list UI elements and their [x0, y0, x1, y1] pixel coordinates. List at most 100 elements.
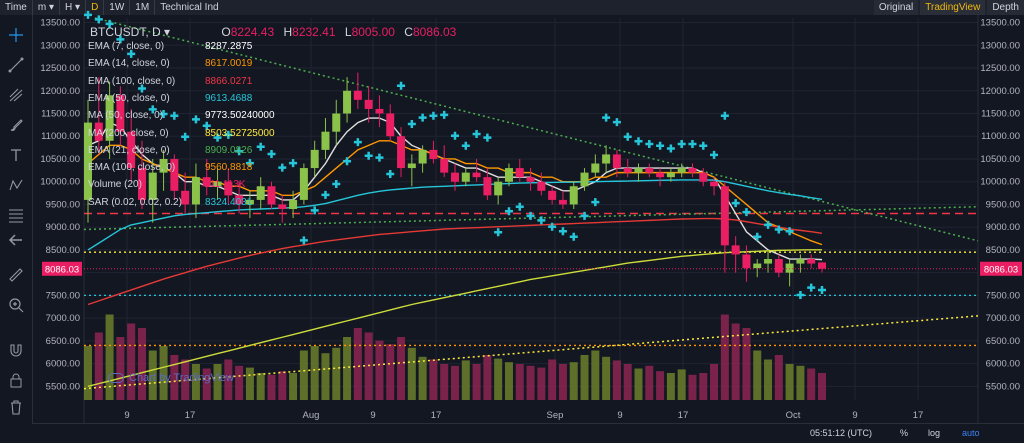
- indicator-legend-row[interactable]: EMA (7, close, 0) 8287.2875: [88, 41, 252, 53]
- sar-point: [310, 206, 319, 215]
- text-icon[interactable]: [6, 145, 26, 165]
- high-label: H: [283, 25, 293, 39]
- time-tick-label: 9: [124, 410, 129, 421]
- candle-body: [299, 168, 308, 200]
- chart-header: BTCUSDT, D ▾ O8224.43 H8232.41 L8005.00 …: [90, 25, 456, 39]
- sar-point: [494, 228, 503, 237]
- candle-body: [289, 199, 298, 209]
- view-original[interactable]: Original: [873, 0, 919, 15]
- sar-point: [375, 153, 384, 162]
- price-tick-label: 8000.00: [986, 268, 1020, 279]
- volume-bar: [235, 365, 244, 400]
- price-tick-label: 5500.00: [46, 381, 80, 392]
- indicator-legend-row[interactable]: EMA (100, close, 0) 9560.8818: [88, 162, 252, 174]
- indicator-name: MA (200, close, 0): [88, 127, 169, 139]
- sar-point: [504, 207, 513, 216]
- toolbar-1d[interactable]: D: [85, 0, 103, 15]
- sar-point: [472, 129, 481, 138]
- sar-point: [94, 15, 103, 24]
- trend-line-icon[interactable]: [6, 55, 26, 75]
- sar-point: [289, 159, 298, 168]
- price-tick-label: 10000.00: [40, 177, 80, 188]
- indicator-legend-row[interactable]: MA (50, close, 0) 9773.50240000: [88, 110, 275, 122]
- indicator-legend-row[interactable]: MA (200, close, 0) 8503.52725000: [88, 127, 275, 140]
- candle-body: [526, 177, 535, 182]
- sar-point: [753, 232, 762, 241]
- volume-bar: [451, 365, 459, 400]
- indicator-value: 9773.50240000: [205, 110, 275, 122]
- lock-icon[interactable]: [6, 370, 26, 390]
- volume-bar: [526, 365, 535, 400]
- sar-point: [774, 225, 783, 234]
- candle-body: [407, 163, 416, 169]
- volume-bar: [94, 332, 103, 400]
- price-tick-label: 13000.00: [980, 40, 1020, 51]
- volume-bar: [688, 374, 697, 400]
- time-tick-label: 17: [431, 410, 442, 421]
- candle-body: [267, 186, 276, 205]
- log-toggle[interactable]: log: [928, 428, 941, 438]
- indicator-name: EMA (100, close, 0): [88, 162, 176, 174]
- percent-toggle[interactable]: %: [900, 428, 909, 438]
- price-tick-label: 7500.00: [46, 290, 80, 301]
- indicator-value: 111.113K: [205, 179, 246, 191]
- toolbar-hours[interactable]: H ▾: [59, 0, 85, 15]
- current-price-value: 8086.03: [45, 264, 79, 275]
- open-value: 8224.43: [230, 25, 275, 39]
- time-tick-label: Aug: [303, 410, 320, 421]
- candle-body: [483, 177, 492, 196]
- zoom-in-icon[interactable]: [6, 295, 26, 315]
- chevron-down-icon[interactable]: ▾: [164, 25, 171, 39]
- indicator-legend-row[interactable]: Volume (20) 111.113K: [88, 179, 246, 191]
- volume-bar: [569, 362, 578, 400]
- trash-icon[interactable]: [6, 397, 26, 417]
- pattern-icon[interactable]: [6, 175, 26, 195]
- crosshair-icon[interactable]: [6, 25, 26, 45]
- sar-point: [634, 137, 643, 146]
- toolbar-1m[interactable]: 1M: [129, 0, 154, 15]
- sar-point: [666, 144, 675, 153]
- fibonacci-icon[interactable]: [6, 205, 26, 225]
- indicator-name: EMA (7, close, 0): [88, 41, 165, 52]
- indicator-legend-row[interactable]: EMA (50, close, 0) 9613.4688: [88, 93, 252, 105]
- candle-body: [397, 136, 406, 169]
- toolbar-minutes[interactable]: m ▾: [31, 0, 59, 15]
- magnet-icon[interactable]: [6, 340, 26, 360]
- price-tick-label: 9500.00: [46, 199, 80, 210]
- candle-body: [278, 204, 287, 209]
- volume-bar: [343, 337, 352, 400]
- price-tick-label: 10500.00: [980, 154, 1020, 165]
- pitchfork-icon[interactable]: [6, 85, 26, 105]
- horizontal-levels: [84, 212, 978, 347]
- symbol-label[interactable]: BTCUSDT, D: [90, 25, 161, 39]
- price-tick-label: 11500.00: [41, 109, 80, 120]
- brush-icon[interactable]: [6, 115, 26, 135]
- price-tick-label: 9500.00: [986, 199, 1020, 210]
- indicator-legend-row[interactable]: EMA (100, close, 0) 8866.0271: [88, 76, 252, 88]
- candle-body: [666, 172, 675, 178]
- candle-body: [602, 154, 611, 164]
- volume-bar: [699, 373, 708, 400]
- indicator-value: 8503.52725000: [205, 127, 275, 139]
- toolbar-1w[interactable]: 1W: [103, 0, 129, 15]
- toolbar-time[interactable]: Time: [5, 2, 27, 13]
- indicator-legend-row[interactable]: SAR (0.02, 0.02, 0.2) 8324.4031: [88, 197, 252, 209]
- time-tick-label: 9: [617, 410, 622, 421]
- candle-body: [818, 262, 826, 269]
- volume-bar: [440, 364, 449, 400]
- auto-toggle[interactable]: auto: [962, 428, 980, 438]
- indicator-legend-row[interactable]: EMA (21, close, 0) 8909.0826: [88, 145, 252, 157]
- ruler-icon[interactable]: [6, 265, 26, 285]
- view-depth[interactable]: Depth: [987, 0, 1024, 15]
- arrow-left-icon[interactable]: [6, 230, 26, 250]
- toolbar-technical-indicators[interactable]: Technical Ind: [154, 0, 223, 15]
- sar-point: [785, 227, 794, 236]
- price-axis-right: 13500.00 13000.00 12500.00 12000.00 11500.00…: [980, 18, 1020, 393]
- volume-bar: [720, 314, 729, 400]
- price-tick-label: 12500.00: [980, 63, 1020, 74]
- candle-body: [537, 181, 546, 191]
- view-tradingview[interactable]: TradingView: [920, 0, 986, 15]
- candle-body: [191, 177, 200, 205]
- close-value: 8086.03: [412, 25, 457, 39]
- indicator-legend-row[interactable]: EMA (14, close, 0) 8617.0019: [88, 58, 252, 70]
